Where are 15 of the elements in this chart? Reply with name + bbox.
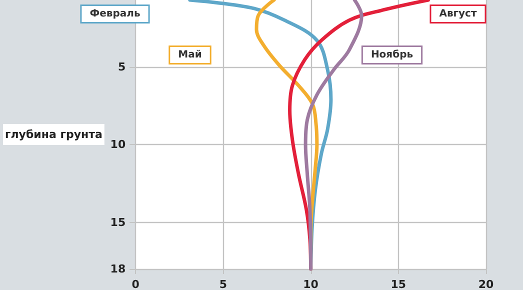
line-series (304, 0, 364, 271)
x-tick-label: 0 (132, 278, 140, 290)
y-tick-label: 15 (110, 216, 126, 229)
x-tick-label: 10 (303, 278, 319, 290)
series-label: Август (439, 8, 477, 20)
x-tick-label: 20 (478, 278, 494, 290)
text: Февраль (90, 8, 140, 20)
y-tick-label: 5 (118, 60, 126, 74)
y-axis-title: глубина грунта (5, 128, 102, 141)
series-label: Ноябрь (370, 50, 414, 60)
y-tick-label: 18 (110, 262, 126, 276)
x-tick-label: 15 (390, 278, 406, 290)
x-tick-label: 5 (219, 278, 228, 290)
text: Май (178, 50, 202, 60)
y-tick-label: 10 (110, 138, 126, 152)
